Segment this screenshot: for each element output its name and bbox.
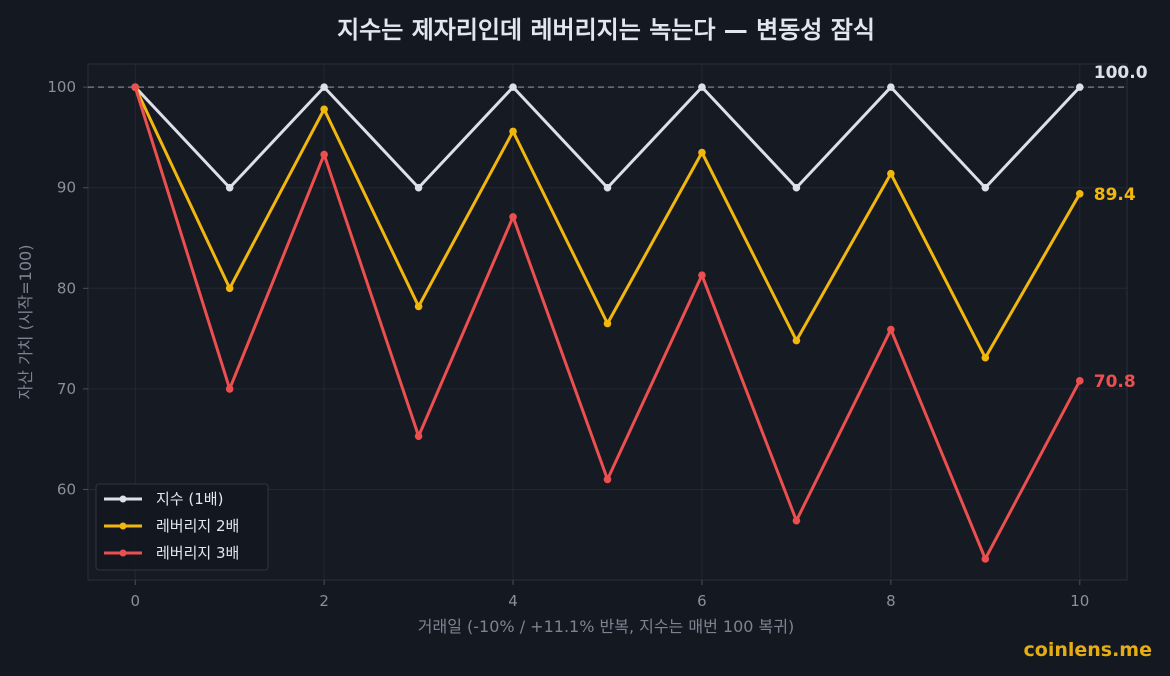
data-point [414,183,423,192]
data-point [887,169,895,178]
end-value-label: 100.0 [1094,63,1148,83]
x-axis-label: 거래일 (-10% / +11.1% 반복, 지수는 매번 100 복귀) [418,617,794,636]
y-axis-label: 자산 가치 (시작=100) [16,245,35,400]
data-point [225,284,234,293]
data-point [981,353,990,362]
end-value-label: 89.4 [1094,185,1136,205]
data-point [603,319,612,328]
end-value-label: 70.8 [1094,372,1136,392]
data-point [320,150,328,159]
data-point [981,555,990,563]
chart-title: 지수는 제자리인데 레버리지는 녹는다 — 변동성 잠식 [337,16,875,44]
x-axis-ticks: 0 2 4 6 8 10 [130,580,1089,610]
data-point [509,127,517,136]
x-tick-label: 6 [697,592,707,610]
data-point [509,213,517,221]
x-tick-label: 10 [1070,592,1089,610]
end-labels: 100.0 89.4 70.8 [1094,63,1148,392]
data-point [131,83,140,91]
series-group [131,83,1084,563]
data-point [414,302,423,311]
data-point [981,183,990,192]
y-tick-label: 90 [57,179,76,197]
data-point [320,83,328,91]
data-point [603,475,612,484]
data-point [887,325,895,334]
data-point [320,105,328,114]
x-tick-label: 0 [130,592,140,610]
y-tick-label: 70 [57,380,76,398]
legend-entry-label: 레버리지 2배 [156,517,239,535]
x-tick-label: 8 [886,592,896,610]
data-point [225,183,234,192]
data-point [414,432,423,440]
legend-swatch-marker [119,522,127,530]
data-point [792,183,801,192]
y-tick-label: 100 [47,78,76,96]
legend-entry-label: 레버리지 3배 [156,544,239,562]
legend-box [95,483,269,571]
data-point [1075,377,1084,385]
data-point [792,336,801,345]
data-point [698,271,706,280]
watermark-text: coinlens.me [1024,639,1153,661]
x-tick-label: 4 [508,592,518,610]
y-tick-label: 60 [57,480,76,498]
legend-swatch-marker [119,495,127,503]
data-point [225,385,234,393]
y-tick-label: 80 [57,279,76,297]
data-point [887,83,895,91]
data-point [698,148,706,157]
data-point [603,183,612,192]
y-axis-ticks: 60 70 80 90 100 [47,78,88,498]
data-point [509,83,517,91]
x-tick-label: 2 [319,592,329,610]
data-point [698,83,706,91]
legend-entry-label: 지수 (1배) [156,490,223,508]
data-point [792,516,801,525]
data-point [1075,83,1084,91]
data-point [1075,189,1084,198]
legend-swatch-marker [119,549,127,557]
